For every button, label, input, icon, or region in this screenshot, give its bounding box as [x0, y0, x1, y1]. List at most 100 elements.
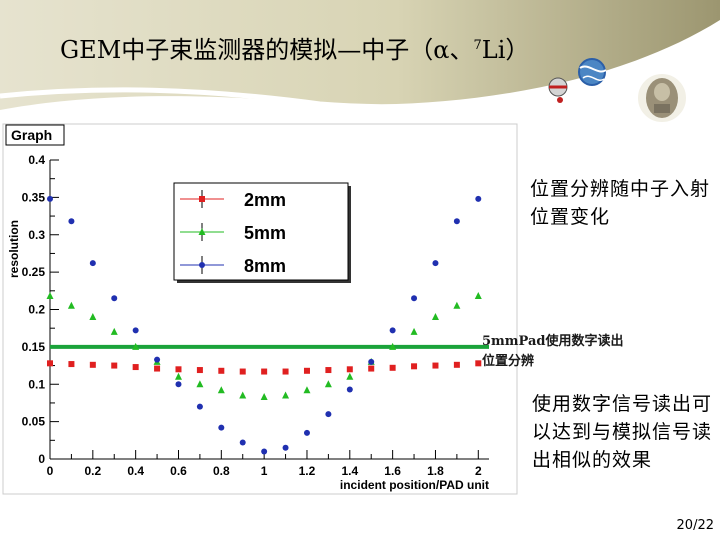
point-2mm-9 — [239, 368, 246, 375]
point-2mm-6 — [175, 366, 182, 373]
point-2mm-5 — [154, 365, 161, 372]
decorative-logos — [548, 58, 690, 126]
note-digital-readout: 使用数字信号读出可以达到与模拟信号读出相似的效果 — [532, 393, 713, 471]
point-2mm-8 — [218, 367, 225, 374]
legend-label-5mm: 5mm — [244, 223, 286, 243]
point-5mm-9 — [239, 391, 247, 399]
point-5mm-20 — [474, 292, 482, 300]
point-2mm-13 — [325, 367, 332, 374]
chart-title-box — [5, 124, 65, 146]
note-resolution-variation: 位置分辨随中子入射位置变化 — [530, 178, 711, 228]
point-8mm-12 — [303, 429, 310, 436]
point-5mm-16 — [389, 342, 397, 350]
y-tick-label: 0 — [38, 452, 45, 466]
globe-icon — [578, 58, 607, 86]
point-2mm-1 — [68, 361, 75, 368]
slide-title: GEM中子束监测器的模拟—中子（α、7Li） — [60, 30, 529, 65]
point-2mm-4 — [132, 364, 139, 371]
point-2mm-18 — [432, 362, 439, 369]
x-tick-label: 0.8 — [213, 464, 230, 478]
y-tick-label: 0.35 — [22, 190, 46, 204]
y-tick-label: 0.3 — [28, 228, 45, 242]
point-8mm-6 — [175, 381, 182, 388]
x-axis-label: incident position/PAD unit — [340, 478, 489, 492]
point-5mm-19 — [453, 301, 461, 309]
point-5mm-13 — [324, 380, 332, 388]
point-8mm-19 — [453, 218, 460, 225]
point-2mm-10 — [261, 368, 268, 375]
point-8mm-3 — [111, 295, 118, 302]
point-5mm-10 — [260, 392, 268, 400]
point-8mm-14 — [346, 386, 353, 393]
point-2mm-3 — [111, 362, 118, 369]
point-2mm-17 — [411, 363, 418, 370]
chart-title: Graph — [11, 127, 52, 143]
point-8mm-11 — [282, 444, 289, 451]
point-8mm-18 — [432, 260, 439, 267]
y-tick-label: 0.4 — [28, 153, 45, 167]
point-5mm-17 — [410, 327, 418, 335]
legend-marker-2mm — [199, 196, 205, 202]
point-2mm-20 — [475, 360, 482, 367]
point-5mm-4 — [132, 342, 140, 350]
point-5mm-1 — [67, 301, 75, 309]
point-5mm-11 — [282, 391, 290, 399]
x-tick-label: 0.6 — [170, 464, 187, 478]
legend-label-2mm: 2mm — [244, 190, 286, 210]
point-2mm-16 — [389, 364, 396, 371]
point-2mm-11 — [282, 368, 289, 375]
point-5mm-7 — [196, 380, 204, 388]
point-8mm-17 — [411, 295, 418, 302]
y-tick-label: 0.2 — [28, 303, 45, 317]
point-8mm-15 — [368, 358, 375, 365]
x-tick-label: 0 — [47, 464, 54, 478]
note-5mm-pad: 5mmPad使用数字读出位置分辨 — [482, 334, 624, 369]
point-2mm-12 — [303, 367, 310, 374]
point-8mm-7 — [196, 403, 203, 410]
point-5mm-2 — [89, 312, 97, 320]
point-2mm-15 — [368, 365, 375, 372]
point-8mm-4 — [132, 327, 139, 334]
x-tick-label: 1.8 — [427, 464, 444, 478]
page-number: 20/22 — [676, 518, 714, 533]
x-tick-label: 1 — [261, 464, 268, 478]
y-tick-label: 0.25 — [22, 265, 46, 279]
slide-title-superscript: 7 — [473, 38, 482, 53]
point-8mm-10 — [261, 448, 268, 455]
point-8mm-2 — [89, 260, 96, 267]
point-8mm-9 — [239, 439, 246, 446]
point-8mm-5 — [154, 356, 161, 363]
chart-frame — [2, 123, 518, 495]
slide-title-main: GEM中子束监测器的模拟—中子（α、 — [60, 36, 474, 64]
point-8mm-20 — [475, 195, 482, 202]
point-2mm-0 — [47, 360, 53, 367]
point-8mm-16 — [389, 327, 396, 334]
point-8mm-13 — [325, 411, 332, 418]
atom-icon — [548, 77, 568, 103]
x-tick-label: 0.2 — [84, 464, 101, 478]
point-5mm-3 — [110, 327, 118, 335]
x-tick-label: 2 — [475, 464, 482, 478]
x-tick-label: 1.4 — [341, 464, 358, 478]
point-2mm-14 — [346, 366, 353, 373]
legend-marker-5mm — [198, 228, 206, 235]
legend-marker-8mm — [199, 262, 205, 268]
point-2mm-19 — [453, 361, 460, 368]
point-8mm-1 — [68, 218, 75, 225]
point-5mm-14 — [346, 372, 354, 380]
x-tick-label: 1.6 — [384, 464, 401, 478]
y-tick-label: 0.15 — [22, 340, 46, 354]
y-tick-label: 0.1 — [28, 377, 45, 391]
point-2mm-7 — [196, 367, 203, 374]
point-5mm-0 — [46, 292, 54, 300]
point-5mm-18 — [431, 312, 439, 320]
legend-label-8mm: 8mm — [244, 256, 286, 276]
y-axis-label: resolution — [7, 220, 21, 278]
x-tick-label: 1.2 — [299, 464, 316, 478]
x-tick-label: 0.4 — [127, 464, 144, 478]
point-8mm-0 — [47, 195, 53, 202]
point-5mm-6 — [174, 372, 182, 380]
point-5mm-8 — [217, 386, 225, 394]
y-tick-label: 0.05 — [22, 415, 46, 429]
slide-banner — [0, 0, 720, 110]
